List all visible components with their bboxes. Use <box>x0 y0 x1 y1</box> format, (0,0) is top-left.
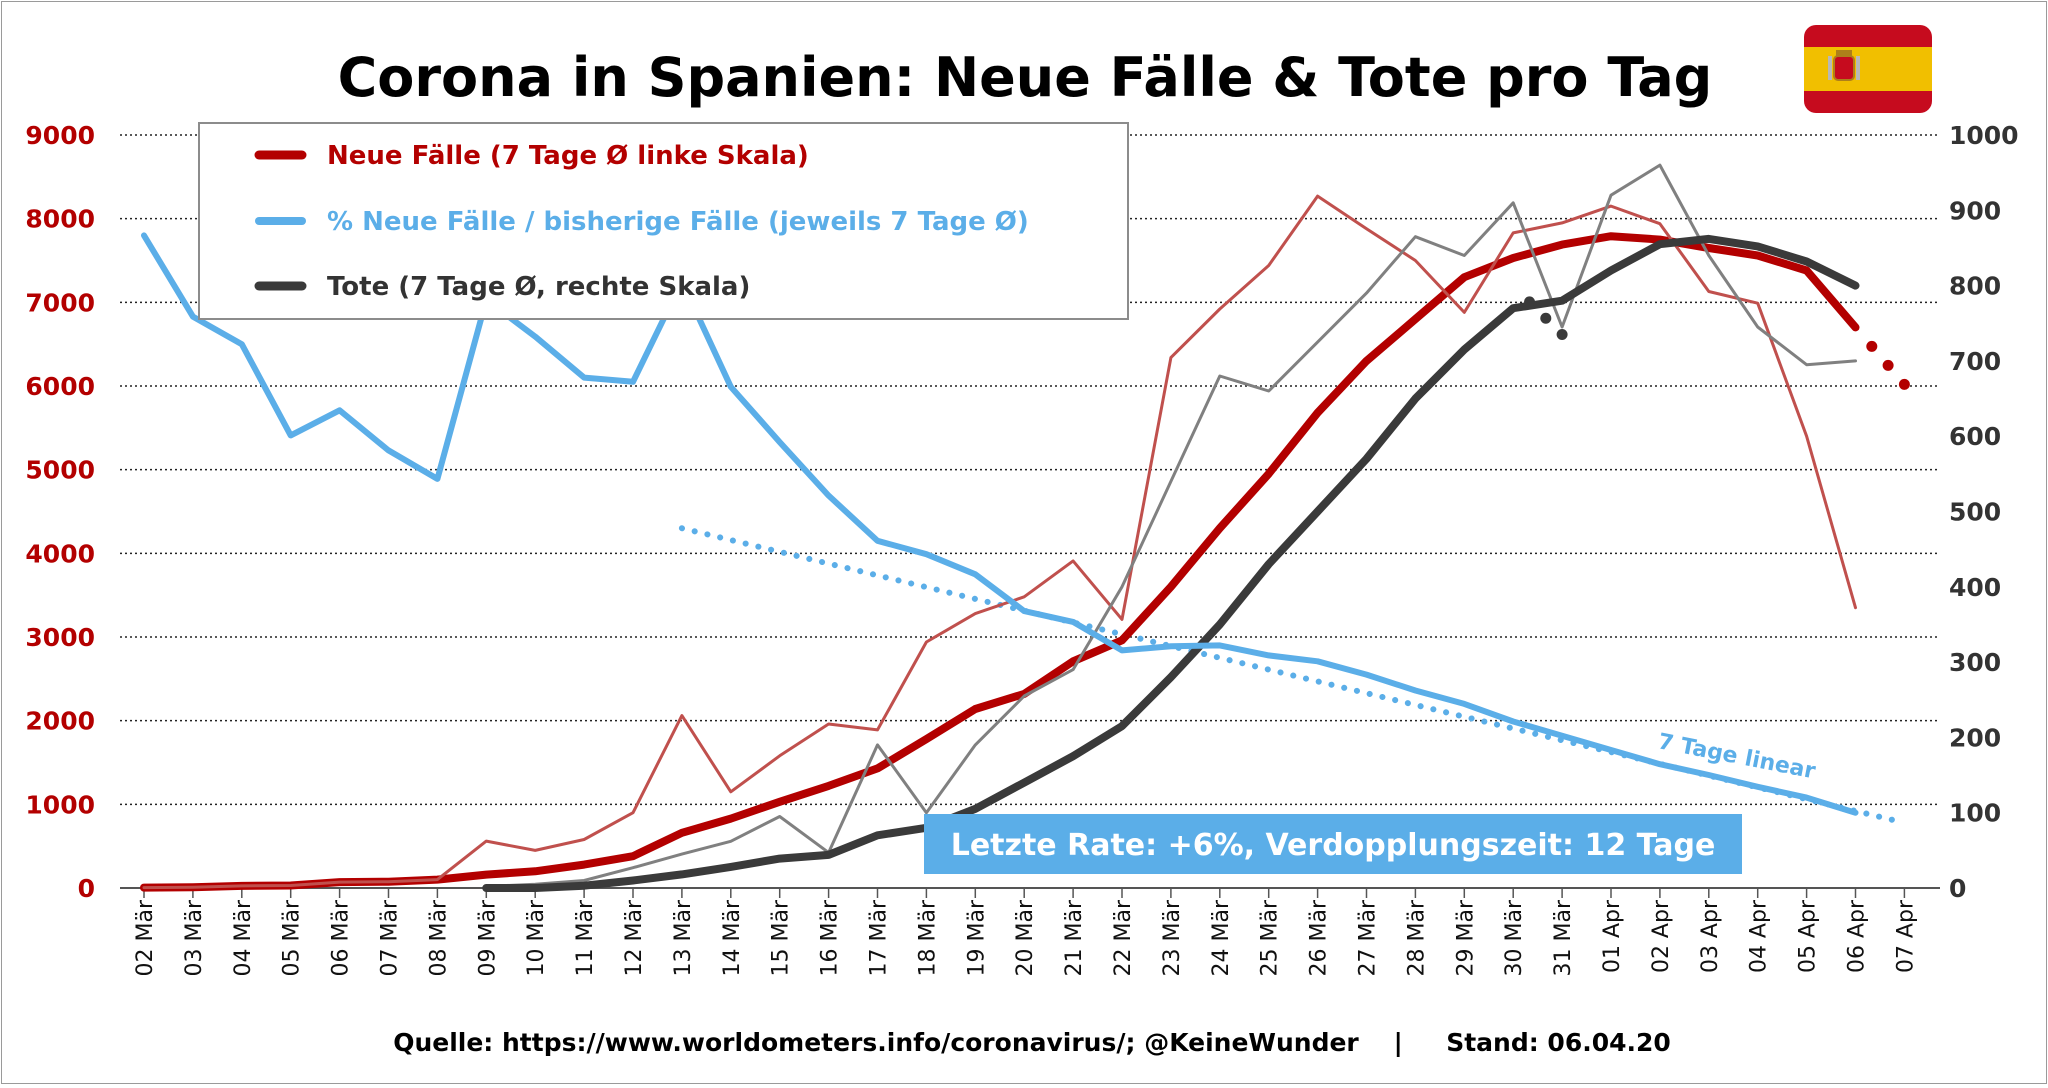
x-tick-label: 18 Mär <box>915 899 940 976</box>
right-tick-label: 300 <box>1949 648 2001 677</box>
series-line-tote-taglich <box>484 163 1857 888</box>
series-line-tote-7-tage-rechte-skala <box>482 234 1860 892</box>
projection-dot-tote-7-tage-rechte-skala <box>1524 296 1535 308</box>
right-tick-label: 100 <box>1949 799 2001 828</box>
left-tick-label: 6000 <box>25 372 95 401</box>
x-tick-label: 11 Mär <box>573 899 598 976</box>
right-tick-label: 900 <box>1949 196 2001 225</box>
projection-dot-tote-7-tage-rechte-skala <box>1556 329 1568 341</box>
series-layer <box>140 163 1910 892</box>
x-tick-label: 01 Apr <box>1600 899 1625 973</box>
x-tick-label: 06 Mär <box>329 899 354 976</box>
x-tick-label: 05 Apr <box>1796 899 1821 973</box>
right-tick-label: 200 <box>1949 723 2001 752</box>
x-tick-label: 20 Mär <box>1013 899 1038 976</box>
x-tick-label: 10 Mär <box>524 899 549 976</box>
projection-dot-neue-falle-7-tage-linke-skala <box>1898 378 1910 390</box>
spain-flag-icon <box>1804 25 1932 113</box>
source-footer: Quelle: https://www.worldometers.info/co… <box>393 1028 1671 1057</box>
right-tick-label: 500 <box>1949 498 2001 527</box>
right-tick-label: 0 <box>1949 874 1966 903</box>
legend: Neue Fälle (7 Tage Ø linke Skala) % Neue… <box>198 122 1129 320</box>
left-tick-label: 0 <box>78 874 95 903</box>
series-line-neue-falle-7-tage-linke-skala <box>140 232 1860 892</box>
trendline-label: 7 Tage linear <box>1656 729 1818 784</box>
x-tick-label: 17 Mär <box>867 899 892 976</box>
right-tick-label: 700 <box>1949 347 2001 376</box>
left-tick-label: 7000 <box>25 288 95 317</box>
x-tick-label: 15 Mär <box>769 899 794 976</box>
x-tick-label: 16 Mär <box>818 899 843 976</box>
x-tick-label: 04 Mär <box>231 899 256 976</box>
left-tick-label: 3000 <box>25 623 95 652</box>
left-tick-label: 1000 <box>25 790 95 819</box>
x-tick-label: 02 Mär <box>133 899 158 976</box>
left-tick-label: 5000 <box>25 456 95 485</box>
x-tick-label: 14 Mär <box>720 899 745 976</box>
x-tick-label: 07 Apr <box>1893 899 1918 973</box>
x-tick-label: 21 Mär <box>1062 899 1087 976</box>
x-tick-label: 02 Apr <box>1649 899 1674 973</box>
x-tick-label: 30 Mär <box>1502 899 1527 976</box>
x-tick-label: 22 Mär <box>1111 899 1136 976</box>
left-tick-label: 8000 <box>25 205 95 234</box>
x-tick-label: 24 Mär <box>1209 899 1234 976</box>
left-tick-label: 4000 <box>25 539 95 568</box>
right-tick-label: 800 <box>1949 272 2001 301</box>
legend-label-prozent: % Neue Fälle / bisherige Fälle (jeweils … <box>327 207 1029 237</box>
x-tick-label: 23 Mär <box>1160 899 1185 976</box>
x-tick-label: 29 Mär <box>1453 899 1478 976</box>
x-tick-label: 25 Mär <box>1258 899 1283 976</box>
x-tick-label: 19 Mär <box>964 899 989 976</box>
projection-dot-tote-7-tage-rechte-skala <box>1540 312 1552 324</box>
series-line-neue-falle-taglich <box>142 194 1857 890</box>
x-tick-label: 03 Mär <box>182 899 207 976</box>
x-tick-label: 08 Mär <box>426 899 451 976</box>
right-tick-label: 1000 <box>1949 121 2019 150</box>
right-tick-label: 400 <box>1949 573 2001 602</box>
x-tick-label: 12 Mär <box>622 899 647 976</box>
left-axis: 0 1000 2000 3000 4000 5000 6000 7000 8000 9000 <box>25 121 95 903</box>
x-axis: 02 Mär 03 Mär 04 Mär 05 Mär 06 Mär 07 Mär 08 M… <box>133 888 1918 977</box>
x-tick-label: 09 Mär <box>475 899 500 976</box>
legend-label-tote: Tote (7 Tage Ø, rechte Skala) <box>327 272 750 302</box>
right-axis: 0 100 200 300 400 500 600 700 800 900 1000 <box>1949 121 2019 903</box>
chart-title: Corona in Spanien: Neue Fälle & Tote pro… <box>338 46 1713 109</box>
x-tick-label: 06 Apr <box>1845 899 1870 973</box>
x-tick-label: 03 Apr <box>1698 899 1723 973</box>
projection-dot-neue-falle-7-tage-linke-skala <box>1866 340 1878 352</box>
legend-label-neue-faelle: Neue Fälle (7 Tage Ø linke Skala) <box>327 141 809 171</box>
x-tick-label: 07 Mär <box>378 899 403 976</box>
projection-dot-neue-falle-7-tage-linke-skala <box>1882 359 1894 371</box>
x-tick-label: 04 Apr <box>1747 899 1772 973</box>
annotation-callout: Letzte Rate: +6%, Verdopplungszeit: 12 T… <box>924 814 1742 874</box>
right-tick-label: 600 <box>1949 422 2001 451</box>
grid-lines <box>120 134 1940 889</box>
x-tick-label: 26 Mär <box>1307 899 1332 976</box>
annotation-text: Letzte Rate: +6%, Verdopplungszeit: 12 T… <box>951 828 1716 863</box>
x-tick-label: 13 Mär <box>671 899 696 976</box>
x-tick-label: 27 Mär <box>1356 899 1381 976</box>
left-tick-label: 2000 <box>25 707 95 736</box>
series-line-neue-falle-bisherige-falle-jeweils-7-tage <box>141 232 1859 816</box>
x-tick-label: 05 Mär <box>280 899 305 976</box>
x-tick-label: 28 Mär <box>1404 899 1429 976</box>
left-tick-label: 9000 <box>25 121 95 150</box>
x-tick-label: 31 Mär <box>1551 899 1576 976</box>
